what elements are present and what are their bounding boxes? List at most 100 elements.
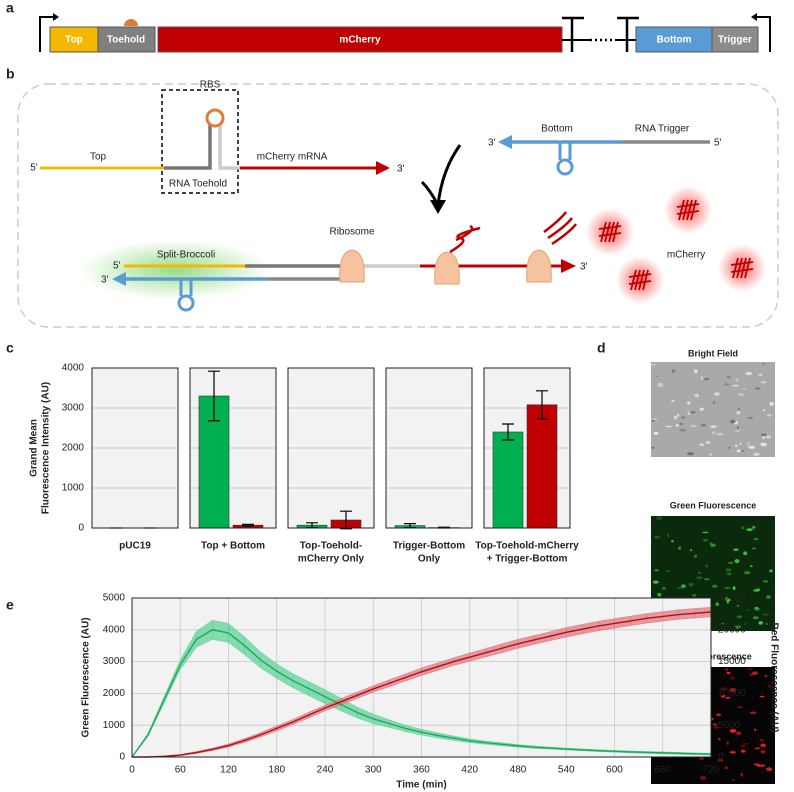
arrowhead <box>53 13 59 21</box>
error-bar <box>340 510 352 530</box>
cell-speck <box>703 377 710 381</box>
cell-speck <box>712 584 718 588</box>
x-axis-label: Time (min) <box>396 780 446 791</box>
subplot-frame <box>189 367 277 529</box>
cell-speck <box>762 362 765 366</box>
cell-speck <box>748 445 755 449</box>
subplot-frame <box>385 367 473 529</box>
cell-speck <box>747 608 750 612</box>
y-tick-label: 3000 <box>62 403 85 414</box>
cell-speck <box>740 772 744 777</box>
cell-speck <box>650 418 658 421</box>
strand <box>218 125 240 170</box>
cell-speck <box>700 424 707 427</box>
cell-speck <box>744 622 747 625</box>
cell-speck <box>677 413 680 418</box>
cell-speck <box>736 731 742 736</box>
cell-speck <box>762 436 765 439</box>
promoter <box>754 16 771 52</box>
cell-speck <box>716 713 722 716</box>
y2-tick-label: 10000 <box>718 688 746 699</box>
error-bar <box>502 423 514 441</box>
cell-speck <box>737 706 744 709</box>
x-tick-label: 60 <box>175 765 187 776</box>
cell-speck <box>686 452 694 456</box>
x-tick-label: Top + Bottom <box>201 541 265 552</box>
cell-speck <box>745 371 753 376</box>
panel-label: c <box>6 340 14 356</box>
cell-speck <box>720 687 727 691</box>
y2-tick-label: 20000 <box>718 624 746 635</box>
cell-speck <box>699 756 705 761</box>
cell-speck <box>699 443 704 446</box>
cell-speck <box>736 615 743 619</box>
toehold-box <box>161 89 239 194</box>
cell-speck <box>753 589 760 592</box>
x-tick-label: 420 <box>461 765 478 776</box>
label: RBS <box>200 80 221 91</box>
cell-speck <box>740 749 746 753</box>
x-tick-label: 120 <box>220 765 237 776</box>
y-axis-label: Grand Mean <box>29 419 40 477</box>
cell-speck <box>747 667 753 671</box>
cell-speck <box>724 668 729 672</box>
protein <box>730 257 754 279</box>
cell-speck <box>752 525 756 529</box>
cell-speck <box>769 402 774 406</box>
label: Bottom <box>541 124 573 135</box>
label: 3' <box>580 262 588 273</box>
cell-speck <box>765 623 768 625</box>
cell-speck <box>760 749 766 754</box>
cell-speck <box>694 554 697 558</box>
cell-speck <box>753 538 759 541</box>
line <box>132 611 712 758</box>
y-tick-label: 3000 <box>103 656 126 667</box>
label: 5' <box>30 163 38 174</box>
label: 5' <box>714 138 722 149</box>
cell-speck <box>769 569 773 573</box>
part <box>635 26 713 53</box>
cell-speck <box>651 363 656 366</box>
cell-speck <box>709 453 712 456</box>
ribosome <box>434 251 460 285</box>
y-tick-label: 1000 <box>62 483 85 494</box>
x-tick-label: 720 <box>703 765 720 776</box>
error-bar <box>242 523 254 527</box>
cell-speck <box>762 409 766 412</box>
cell-speck <box>767 684 772 688</box>
cell-speck <box>728 446 731 450</box>
error-bar <box>208 370 220 422</box>
terminator <box>562 16 639 52</box>
cell-speck <box>730 676 735 680</box>
panel-label: e <box>6 597 14 613</box>
part <box>157 26 563 53</box>
x-tick-label: + Trigger-Bottom <box>487 554 568 565</box>
cell-speck <box>679 423 684 425</box>
image-title: Bright Field <box>688 348 738 358</box>
cell-speck <box>690 411 696 414</box>
cell-speck <box>733 690 736 693</box>
cell-speck <box>675 424 679 427</box>
y2-tick-label: 25000 <box>718 593 746 604</box>
protein <box>598 221 622 243</box>
subplot-frame <box>483 367 571 529</box>
cell-speck <box>715 602 719 606</box>
cell-speck <box>703 538 708 542</box>
cell-speck <box>758 621 763 625</box>
x-tick-label: 600 <box>606 765 623 776</box>
cell-speck <box>760 743 766 748</box>
cell-speck <box>753 452 760 456</box>
part-label: Trigger <box>718 35 752 46</box>
loop <box>177 294 195 312</box>
x-tick-label: 180 <box>268 765 285 776</box>
panel-label: d <box>597 340 606 356</box>
x-tick-label: pUC19 <box>119 541 151 552</box>
cell-speck <box>738 393 744 396</box>
cell-speck <box>765 435 772 439</box>
glow <box>586 208 634 256</box>
cell-speck <box>726 375 732 379</box>
cell-speck <box>687 411 691 415</box>
panel-c: c Grand Mean Fluorescence Intensity (AU) 0 1… <box>6 340 579 565</box>
cell-speck <box>766 767 773 772</box>
cell-speck <box>759 695 765 698</box>
